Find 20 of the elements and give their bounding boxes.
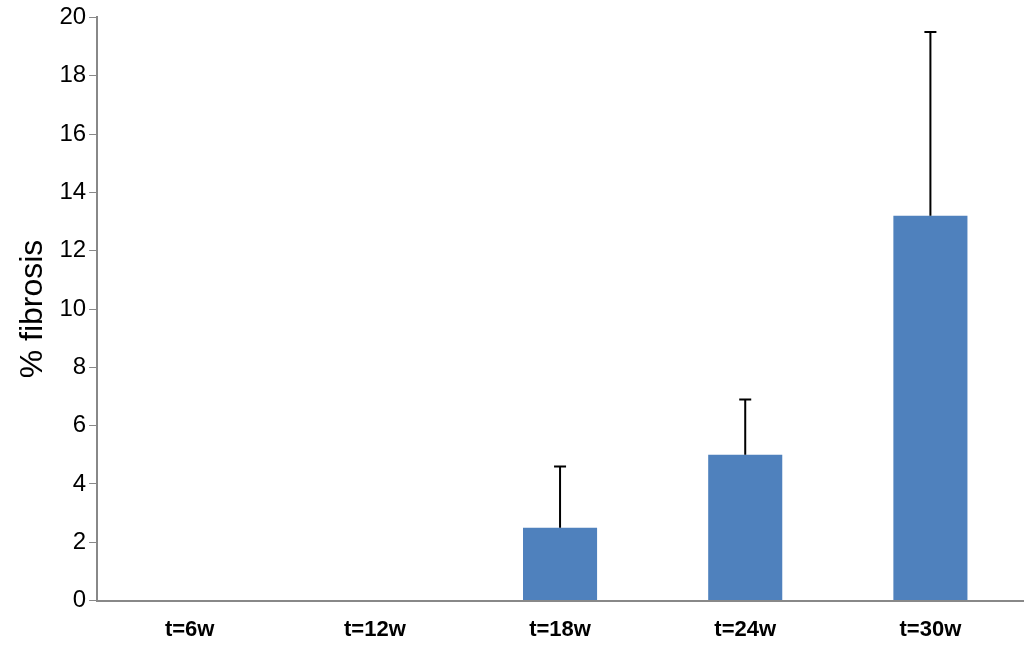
x-tick-label: t=30w [899, 615, 963, 641]
y-tick-label: 18 [59, 60, 87, 88]
y-tick-label: 14 [59, 176, 87, 204]
x-tick-label: t=24w [714, 615, 777, 641]
y-axis-title: % fibrosis [13, 239, 50, 379]
y-tick-label: 0 [72, 585, 87, 613]
x-tick-label: t=12w [343, 615, 407, 641]
y-tick-label: 10 [59, 293, 87, 321]
x-tick-label: t=6w [164, 615, 216, 641]
bar [893, 215, 968, 601]
y-tick-label: 16 [59, 118, 87, 146]
y-tick-label: 4 [72, 468, 87, 496]
y-tick-label: 12 [59, 235, 87, 263]
bar [708, 454, 783, 601]
bar [523, 527, 598, 601]
y-tick-label: 2 [72, 526, 87, 554]
y-tick-label: 20 [59, 2, 87, 30]
y-tick-label: 6 [72, 410, 87, 438]
y-tick-label: 8 [72, 351, 87, 379]
x-tick-label: t=18w [529, 615, 592, 641]
